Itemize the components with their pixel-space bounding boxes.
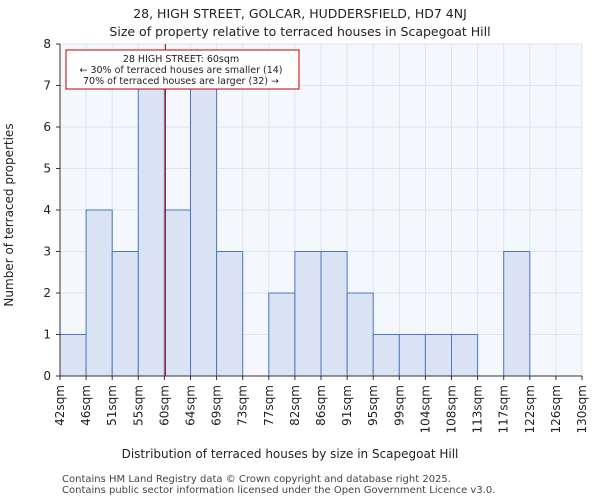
x-tick-label: 117sqm bbox=[497, 385, 511, 433]
histogram-bar bbox=[137, 85, 165, 377]
x-tick-label: 126sqm bbox=[549, 385, 563, 433]
histogram-bar bbox=[372, 334, 400, 377]
annotation-line-1: 28 HIGH STREET: 60sqm bbox=[123, 54, 239, 65]
x-tick-label: 77sqm bbox=[262, 385, 276, 426]
histogram-bar bbox=[320, 251, 348, 377]
histogram-bar bbox=[163, 209, 191, 377]
histogram-bar bbox=[398, 334, 426, 377]
histogram-bar bbox=[190, 85, 218, 377]
x-tick-label: 104sqm bbox=[418, 385, 432, 433]
histogram-bar bbox=[503, 251, 531, 377]
x-tick-label: 55sqm bbox=[131, 385, 145, 426]
x-tick-label: 91sqm bbox=[340, 385, 354, 426]
y-tick-label: 4 bbox=[43, 203, 51, 217]
x-tick-label: 69sqm bbox=[210, 385, 224, 426]
histogram-bar bbox=[111, 251, 139, 377]
histogram-bar bbox=[346, 292, 374, 377]
histogram-bar bbox=[216, 251, 244, 377]
x-tick-label: 86sqm bbox=[314, 385, 328, 426]
annotation-line-2: ← 30% of terraced houses are smaller (14… bbox=[79, 65, 282, 76]
x-axis-title: Distribution of terraced houses by size … bbox=[122, 447, 459, 461]
x-tick-label: 51sqm bbox=[105, 385, 119, 426]
x-tick-label: 130sqm bbox=[575, 385, 589, 433]
histogram-bar bbox=[451, 334, 479, 377]
x-tick-label: 73sqm bbox=[236, 385, 250, 426]
histogram-bar bbox=[85, 209, 113, 377]
histogram-bar bbox=[294, 251, 322, 377]
y-tick-label: 7 bbox=[43, 79, 51, 93]
histogram-bar bbox=[268, 292, 296, 377]
histogram-bar bbox=[59, 334, 87, 377]
y-tick-label: 3 bbox=[43, 245, 51, 259]
y-tick-label: 5 bbox=[43, 162, 51, 176]
x-tick-label: 95sqm bbox=[366, 385, 380, 426]
histogram-bar bbox=[424, 334, 452, 377]
y-tick-label: 2 bbox=[43, 286, 51, 300]
x-tick-label: 82sqm bbox=[288, 385, 302, 426]
annotation-box bbox=[65, 49, 300, 90]
x-tick-label: 60sqm bbox=[157, 385, 171, 426]
x-tick-label: 122sqm bbox=[523, 385, 537, 433]
annotation-line-3: 70% of terraced houses are larger (32) → bbox=[83, 76, 279, 87]
y-axis-title: Number of terraced properties bbox=[2, 123, 16, 306]
chart-title: 28, HIGH STREET, GOLCAR, HUDDERSFIELD, H… bbox=[133, 6, 467, 21]
x-tick-label: 108sqm bbox=[445, 385, 459, 433]
y-tick-label: 6 bbox=[43, 120, 51, 134]
chart-subtitle: Size of property relative to terraced ho… bbox=[109, 24, 491, 39]
y-tick-label: 8 bbox=[43, 37, 51, 51]
footer-line-1: Contains HM Land Registry data © Crown c… bbox=[62, 474, 451, 485]
x-tick-label: 64sqm bbox=[184, 385, 198, 426]
x-tick-label: 113sqm bbox=[471, 385, 485, 433]
footer-line-2: Contains public sector information licen… bbox=[62, 485, 496, 496]
x-tick-label: 42sqm bbox=[53, 385, 67, 426]
x-tick-label: 46sqm bbox=[79, 385, 93, 426]
x-tick-label: 99sqm bbox=[392, 385, 406, 426]
y-tick-label: 1 bbox=[43, 328, 51, 342]
y-tick-label: 0 bbox=[43, 369, 51, 383]
